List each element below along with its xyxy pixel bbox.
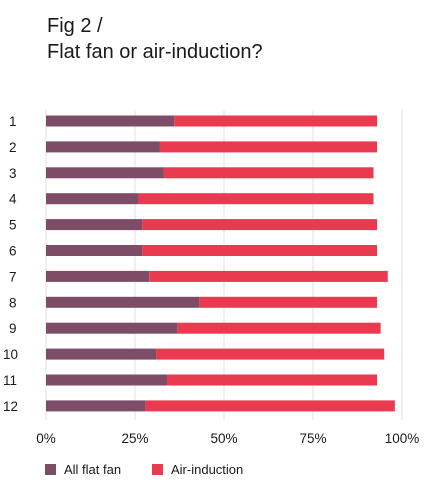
bar-air-induction — [159, 141, 378, 153]
legend-label-air-induction: Air-induction — [171, 462, 244, 477]
bar-flat-fan — [46, 400, 146, 412]
bar-air-induction — [138, 193, 374, 205]
x-tick-label: 50% — [210, 431, 237, 446]
bar-air-induction — [199, 296, 378, 308]
legend-label-flat-fan: All flat fan — [64, 462, 122, 477]
y-tick-label: 2 — [9, 140, 17, 155]
bar-air-induction — [167, 374, 378, 386]
bar-air-induction — [177, 322, 381, 334]
legend-item-flat-fan: All flat fan — [45, 462, 121, 477]
y-tick-label: 3 — [9, 166, 17, 181]
y-tick-label: 12 — [3, 399, 18, 414]
y-tick-label: 10 — [3, 347, 18, 362]
bar-flat-fan — [46, 322, 178, 334]
bar-flat-fan — [46, 219, 143, 231]
y-tick-label: 8 — [9, 295, 17, 310]
bar-flat-fan — [46, 141, 160, 153]
chart-title: Flat fan or air-induction? — [47, 41, 263, 63]
x-tick-label: 100% — [385, 431, 420, 446]
x-tick-label: 75% — [299, 431, 326, 446]
y-tick-label: 5 — [9, 218, 17, 233]
bar-flat-fan — [46, 115, 175, 127]
bar-flat-fan — [46, 296, 200, 308]
bar-flat-fan — [46, 270, 150, 282]
bar-flat-fan — [46, 245, 143, 256]
y-tick-label: 11 — [3, 373, 17, 388]
bar-flat-fan — [46, 348, 157, 360]
bar-flat-fan — [46, 193, 139, 205]
bar-air-induction — [163, 167, 374, 179]
y-tick-label: 4 — [9, 192, 17, 207]
bar-air-induction — [174, 115, 378, 127]
bar-flat-fan — [46, 374, 168, 386]
bar-air-induction — [156, 348, 385, 360]
bar-flat-fan — [46, 167, 164, 179]
legend-swatch-flat-fan — [45, 464, 56, 475]
bar-air-induction — [145, 400, 395, 412]
x-tick-label: 25% — [121, 431, 148, 446]
x-tick-label: 0% — [36, 431, 56, 446]
figure-label: Fig 2 / — [47, 15, 103, 37]
y-tick-label: 7 — [9, 269, 17, 284]
y-tick-label: 9 — [9, 321, 17, 336]
bar-air-induction — [142, 219, 378, 231]
y-tick-label: 6 — [9, 244, 17, 259]
bar-air-induction — [142, 245, 378, 256]
bar-air-induction — [149, 270, 388, 282]
legend-swatch-air-induction — [152, 464, 163, 475]
legend-item-air-induction: Air-induction — [152, 462, 243, 477]
y-tick-label: 1 — [9, 114, 17, 129]
